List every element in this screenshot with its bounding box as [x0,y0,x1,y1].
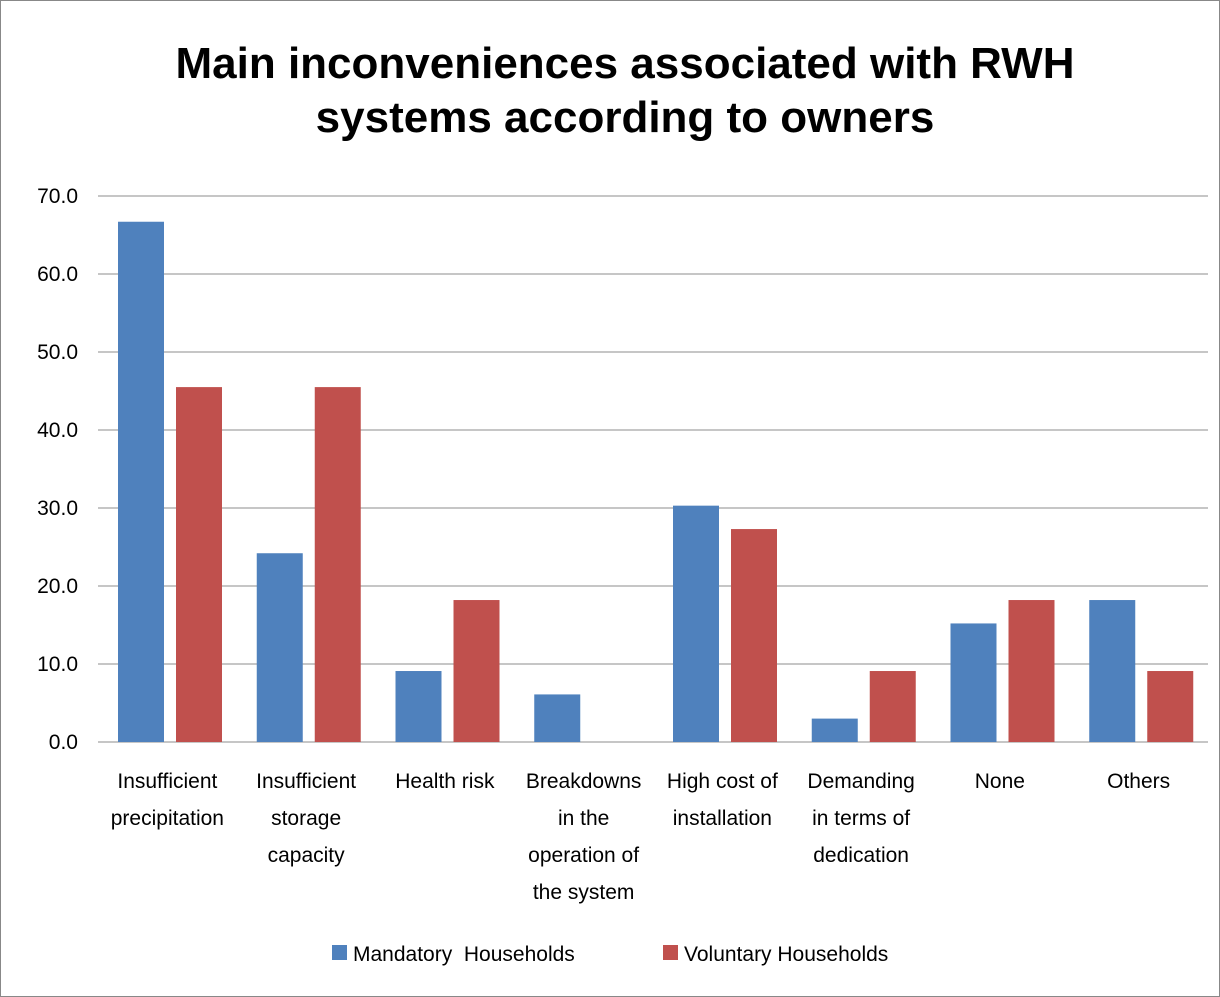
bar [1147,671,1194,742]
legend-swatch [663,945,678,960]
x-tick-label: High cost of installation [667,770,778,830]
x-tick-label: Insufficient storage capacity [256,770,356,867]
x-tick-label: Breakdowns in the operation of the system [526,770,642,904]
x-tick-label: Insufficient precipitation [111,770,224,830]
y-tick-label: 30.0 [37,497,78,520]
y-tick-label: 0.0 [49,731,78,754]
y-tick-label: 10.0 [37,653,78,676]
bar [176,387,222,742]
bar [673,505,719,742]
bar [811,718,858,742]
chart-title: Main inconveniences associated with RWH s… [176,39,1075,142]
bar [453,600,500,742]
legend-label: Mandatory Households [353,943,575,966]
bar [1089,600,1136,742]
y-tick-label: 20.0 [37,575,78,598]
bar [534,694,581,742]
bar [950,623,997,742]
legend-label: Voluntary Households [684,943,888,966]
x-tick-label: Demanding in terms of dedication [807,770,914,867]
x-tick-label: Health risk [395,770,495,793]
y-tick-label: 70.0 [37,185,78,208]
bar [731,529,777,742]
y-tick-label: 60.0 [37,263,78,286]
legend-swatch [332,945,347,960]
bar [395,671,442,742]
x-tick-label: Others [1107,770,1170,793]
bar [314,387,361,742]
bar [118,221,164,743]
y-tick-label: 50.0 [37,341,78,364]
x-tick-label: None [975,770,1025,793]
bar [1008,600,1055,742]
bar [869,671,916,742]
y-tick-label: 40.0 [37,419,78,442]
bar [256,553,303,742]
